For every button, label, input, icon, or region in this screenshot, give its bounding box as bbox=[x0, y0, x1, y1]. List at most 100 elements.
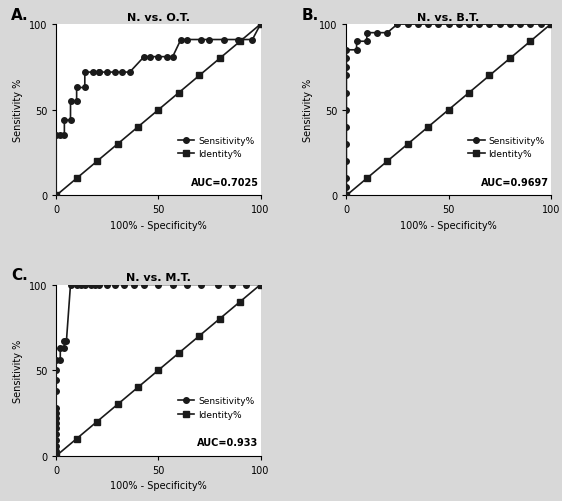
Identity% bbox=[155, 108, 162, 114]
Sensitivity% bbox=[364, 39, 370, 45]
Identity% bbox=[404, 142, 411, 148]
Identity% bbox=[155, 367, 162, 373]
Sensitivity% bbox=[249, 38, 256, 44]
Sensitivity% bbox=[516, 22, 523, 28]
Title: N. vs. B.T.: N. vs. B.T. bbox=[418, 13, 480, 23]
Sensitivity% bbox=[53, 431, 60, 437]
Sensitivity% bbox=[61, 338, 68, 344]
Text: AUC=0.933: AUC=0.933 bbox=[197, 437, 259, 447]
Identity% bbox=[53, 453, 60, 459]
Sensitivity% bbox=[404, 22, 411, 28]
Sensitivity% bbox=[61, 133, 68, 139]
Sensitivity% bbox=[343, 48, 350, 54]
Identity% bbox=[237, 299, 243, 305]
Sensitivity% bbox=[67, 99, 74, 105]
Sensitivity% bbox=[527, 22, 534, 28]
Sensitivity% bbox=[126, 70, 133, 76]
Sensitivity% bbox=[169, 55, 176, 61]
Sensitivity% bbox=[455, 22, 462, 28]
Sensitivity% bbox=[353, 48, 360, 54]
Sensitivity% bbox=[73, 282, 80, 288]
Sensitivity% bbox=[53, 405, 60, 411]
Sensitivity% bbox=[235, 38, 242, 44]
Sensitivity% bbox=[343, 91, 350, 97]
Sensitivity% bbox=[506, 22, 513, 28]
Identity% bbox=[237, 39, 243, 45]
Identity% bbox=[425, 125, 432, 131]
Sensitivity% bbox=[130, 282, 137, 288]
Identity% bbox=[94, 419, 101, 425]
Identity% bbox=[73, 436, 80, 442]
Identity% bbox=[114, 142, 121, 148]
Line: Identity%: Identity% bbox=[53, 282, 264, 459]
Identity% bbox=[134, 384, 141, 390]
Sensitivity% bbox=[53, 410, 60, 416]
Sensitivity% bbox=[178, 38, 184, 44]
Sensitivity% bbox=[435, 22, 442, 28]
Sensitivity% bbox=[476, 22, 483, 28]
Sensitivity% bbox=[140, 55, 147, 61]
Line: Identity%: Identity% bbox=[343, 22, 554, 199]
Sensitivity% bbox=[343, 176, 350, 182]
Sensitivity% bbox=[81, 70, 88, 76]
Text: B.: B. bbox=[301, 8, 319, 23]
Identity% bbox=[506, 56, 513, 62]
Sensitivity% bbox=[53, 193, 60, 199]
Identity% bbox=[114, 402, 121, 408]
Identity% bbox=[196, 73, 203, 79]
Sensitivity% bbox=[88, 282, 94, 288]
Sensitivity% bbox=[53, 443, 60, 449]
Identity% bbox=[175, 91, 182, 97]
Sensitivity% bbox=[394, 22, 401, 28]
Identity% bbox=[216, 56, 223, 62]
X-axis label: 100% - Specificity%: 100% - Specificity% bbox=[110, 480, 207, 490]
Sensitivity% bbox=[243, 282, 250, 288]
Sensitivity% bbox=[415, 22, 422, 28]
Identity% bbox=[466, 91, 473, 97]
Sensitivity% bbox=[140, 282, 147, 288]
Sensitivity% bbox=[57, 133, 64, 139]
Sensitivity% bbox=[169, 282, 176, 288]
Sensitivity% bbox=[214, 282, 221, 288]
Sensitivity% bbox=[57, 345, 64, 351]
Sensitivity% bbox=[155, 55, 162, 61]
Line: Sensitivity%: Sensitivity% bbox=[343, 22, 554, 199]
Sensitivity% bbox=[112, 282, 119, 288]
Sensitivity% bbox=[364, 31, 370, 37]
Line: Identity%: Identity% bbox=[53, 22, 264, 199]
Sensitivity% bbox=[53, 367, 60, 373]
Sensitivity% bbox=[112, 70, 119, 76]
Sensitivity% bbox=[163, 55, 170, 61]
X-axis label: 100% - Specificity%: 100% - Specificity% bbox=[400, 220, 497, 230]
Sensitivity% bbox=[57, 357, 64, 363]
Sensitivity% bbox=[198, 38, 205, 44]
Identity% bbox=[257, 22, 264, 28]
Sensitivity% bbox=[343, 193, 350, 199]
Sensitivity% bbox=[53, 448, 60, 454]
Sensitivity% bbox=[229, 282, 235, 288]
Sensitivity% bbox=[343, 65, 350, 71]
Sensitivity% bbox=[53, 388, 60, 394]
Sensitivity% bbox=[257, 22, 264, 28]
Sensitivity% bbox=[53, 437, 60, 443]
Sensitivity% bbox=[81, 282, 88, 288]
Sensitivity% bbox=[206, 38, 213, 44]
Legend: Sensitivity%, Identity%: Sensitivity%, Identity% bbox=[176, 135, 256, 161]
Text: AUC=0.7025: AUC=0.7025 bbox=[191, 177, 259, 187]
Legend: Sensitivity%, Identity%: Sensitivity%, Identity% bbox=[176, 395, 256, 421]
Identity% bbox=[196, 333, 203, 339]
Y-axis label: Sensitivity %: Sensitivity % bbox=[13, 79, 23, 142]
Sensitivity% bbox=[53, 357, 60, 363]
Sensitivity% bbox=[89, 70, 96, 76]
Sensitivity% bbox=[81, 85, 88, 91]
Identity% bbox=[134, 125, 141, 131]
Sensitivity% bbox=[220, 38, 227, 44]
Sensitivity% bbox=[53, 415, 60, 421]
Identity% bbox=[486, 73, 493, 79]
Sensitivity% bbox=[61, 118, 68, 124]
Sensitivity% bbox=[547, 22, 554, 28]
Sensitivity% bbox=[53, 133, 60, 139]
Sensitivity% bbox=[118, 70, 125, 76]
Sensitivity% bbox=[53, 378, 60, 384]
Sensitivity% bbox=[343, 108, 350, 114]
